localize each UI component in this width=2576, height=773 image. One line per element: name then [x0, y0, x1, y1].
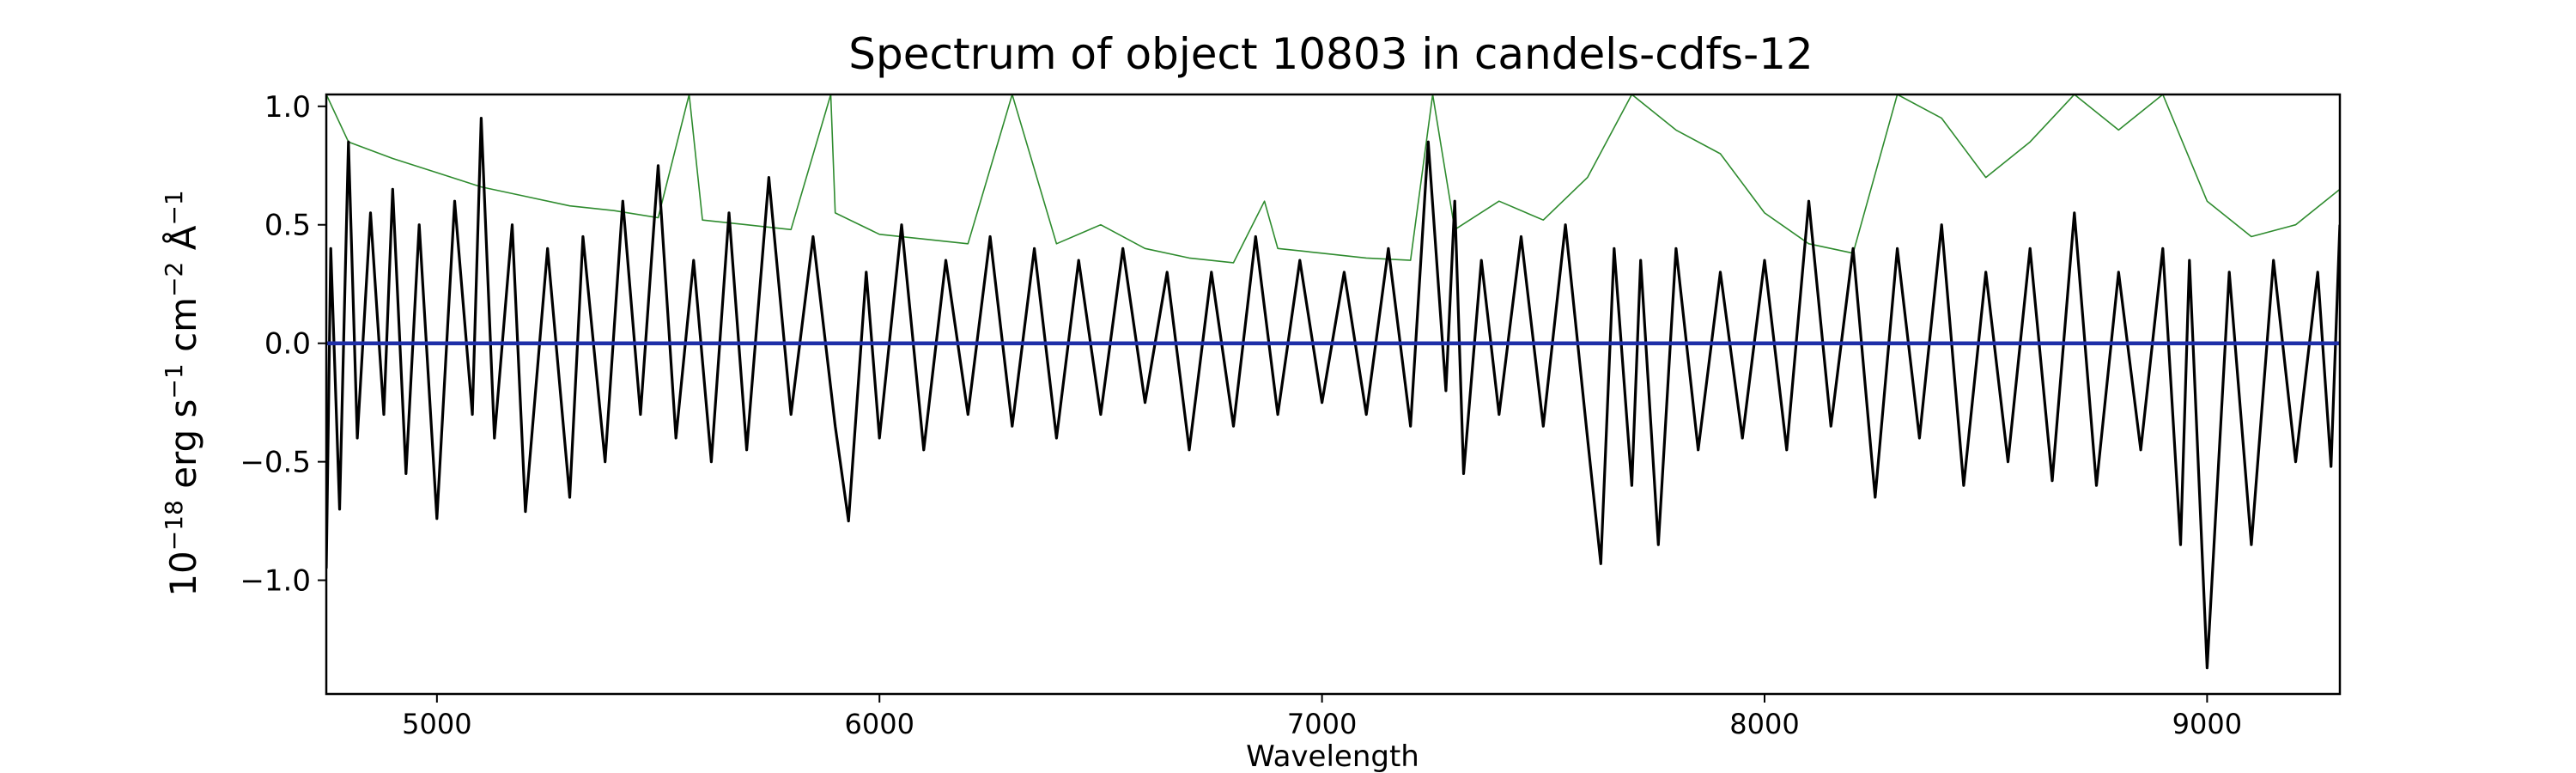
y-tick-label: 0.5	[264, 209, 311, 243]
y-axis-label: 10−18 erg s−1 cm−2 Å−1	[160, 190, 204, 596]
x-tick-label: 5000	[402, 708, 471, 740]
chart-title: Spectrum of object 10803 in candels-cdfs…	[848, 29, 1814, 79]
x-axis-label: Wavelength	[1246, 740, 1419, 773]
y-tick-label: 1.0	[264, 90, 311, 125]
x-tick-label: 6000	[845, 708, 914, 740]
series-line-flux	[326, 117, 2340, 670]
series-flux	[326, 117, 2340, 670]
x-tick-label: 7000	[1287, 708, 1357, 740]
tick-layer: 5000 6000 7000 8000 9000 1.0 0.5 0.0 −0.5 −1.0	[240, 90, 2242, 740]
x-tick-label: 9000	[2172, 708, 2242, 740]
ylabel-unit3: Å	[161, 225, 204, 261]
ylabel-exp-scale: −18	[160, 500, 188, 551]
y-tick-label: −1.0	[240, 564, 311, 599]
ylabel-unit1: erg s	[162, 399, 204, 501]
plot-frame	[325, 93, 2342, 696]
ylabel-base: 10	[162, 551, 204, 596]
series-line-error	[326, 94, 2340, 264]
x-tick-label: 8000	[1729, 708, 1799, 740]
y-tick-label: −0.5	[240, 446, 311, 480]
ylabel-exp-cm: −2	[160, 262, 188, 297]
ylabel-exp-s: −1	[160, 363, 188, 399]
plot-series-layer	[326, 94, 2340, 670]
series-error	[326, 94, 2340, 264]
y-tick-label: 0.0	[264, 327, 311, 362]
ylabel-exp-a: −1	[160, 190, 188, 225]
ylabel-unit2: cm	[162, 297, 204, 363]
